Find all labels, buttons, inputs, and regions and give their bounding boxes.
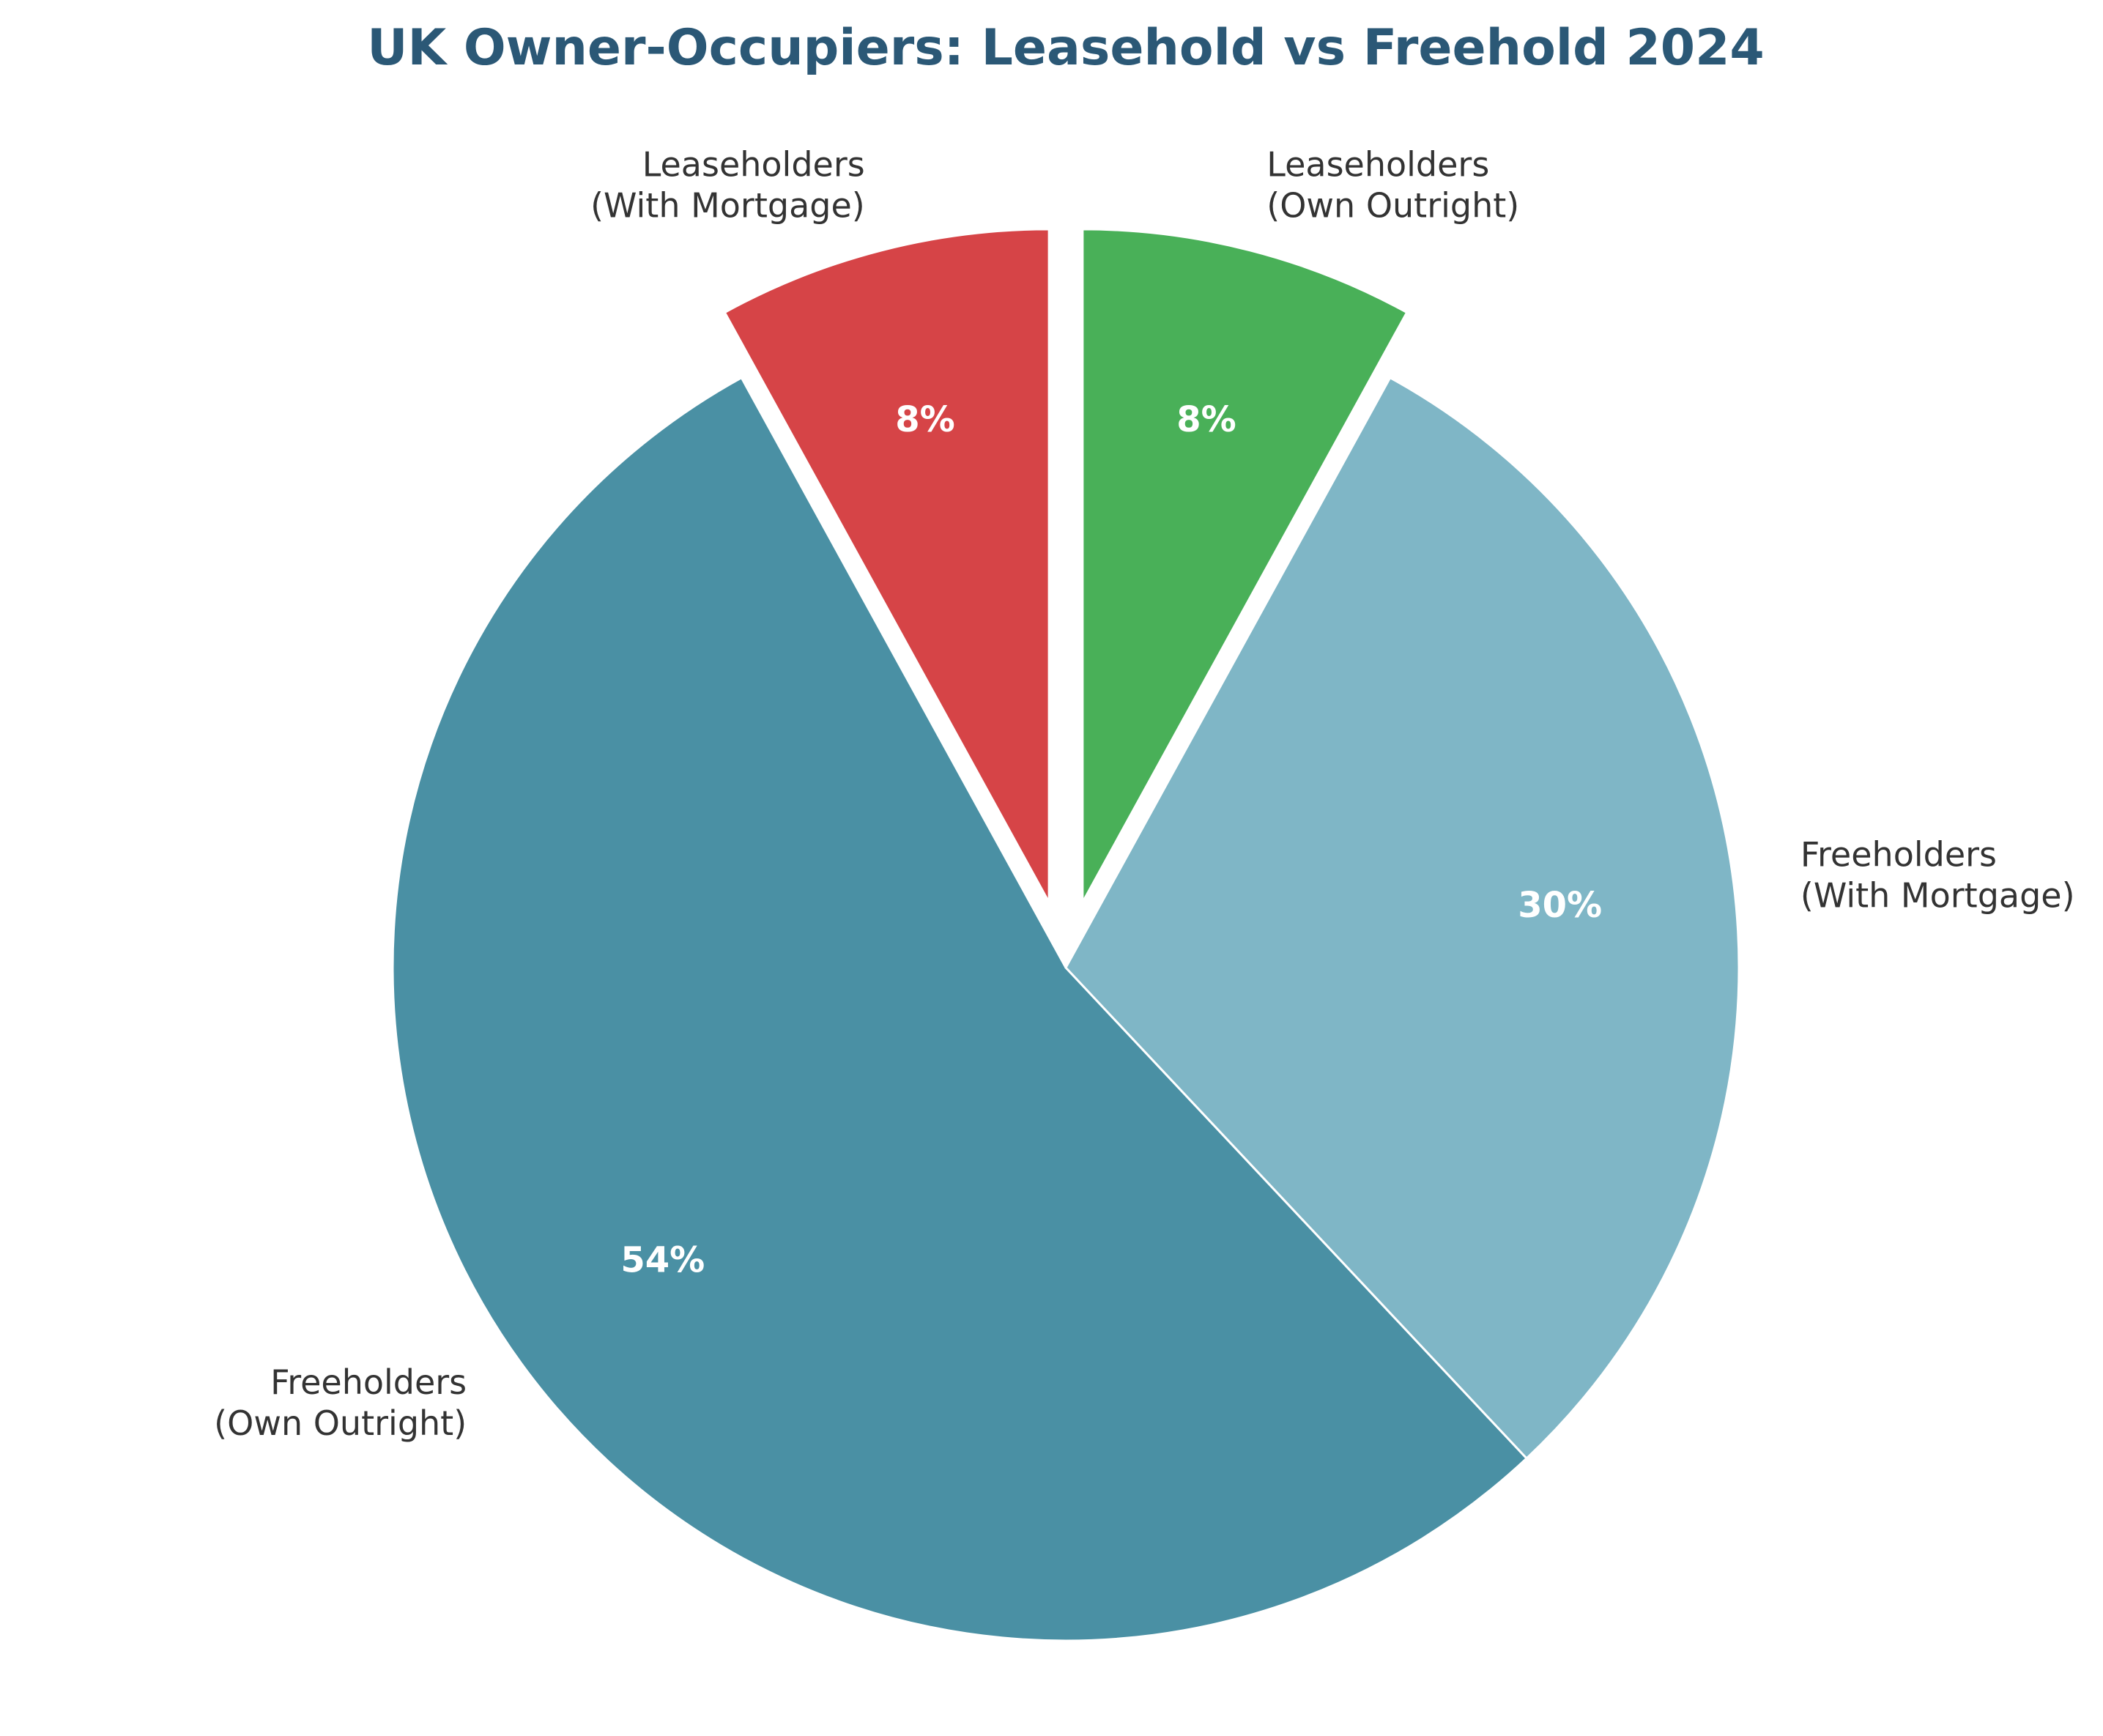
pie-slice-freeholders-own-outright [391,376,1529,1642]
slice-label-leaseholders-with-mortgage: Leaseholders (With Mortgage) [590,145,865,226]
percent-label-leaseholders-with-mortgage: 8% [895,399,955,440]
slice-label-freeholders-own-outright: Freeholders (Own Outright) [214,1362,467,1443]
slice-label-leaseholders-own-outright: Leaseholders (Own Outright) [1266,145,1519,226]
percent-label-freeholders-with-mortgage: 30% [1518,885,1602,926]
pie-labels: 8% Leaseholders (With Mortgage) 54% Freehold… [214,145,2074,1443]
pie-slices [391,228,1740,1642]
chart-title: UK Owner-Occupiers: Leasehold vs Freehol… [367,19,1764,77]
percent-label-freeholders-own-outright: 54% [620,1240,705,1281]
slice-label-freeholders-with-mortgage: Freeholders (With Mortgage) [1800,834,2075,915]
pie-slice-leaseholders-with-mortgage [723,228,1050,903]
percent-label-leaseholders-own-outright: 8% [1176,399,1236,440]
pie-slice-freeholders-with-mortgage [1064,376,1740,1461]
pie-slice-leaseholders-own-outright [1081,228,1409,903]
